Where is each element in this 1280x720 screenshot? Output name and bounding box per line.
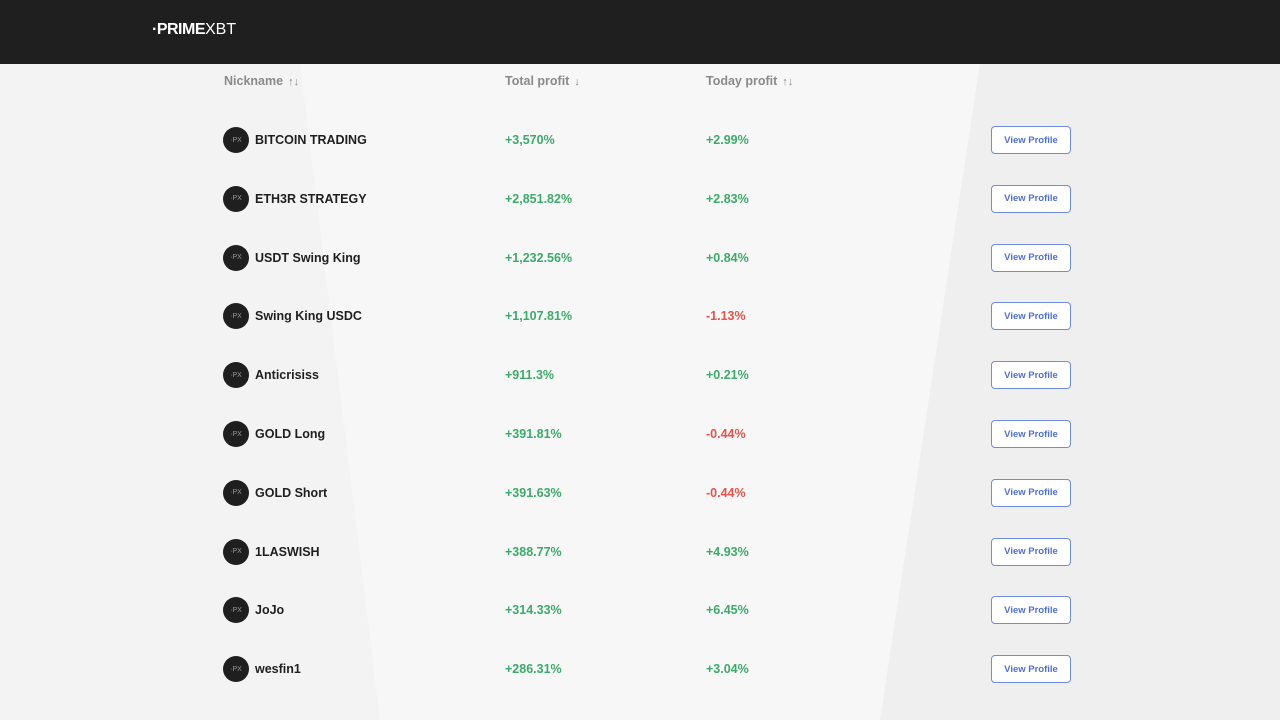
total-profit: +388.77% [505, 544, 562, 559]
avatar: ·PX [223, 185, 249, 212]
avatar: ·PX [223, 479, 249, 506]
trader-nickname: JoJo [255, 603, 285, 618]
avatar: ·PX [223, 127, 249, 153]
today-profit: -1.13% [706, 309, 746, 324]
today-profit: +0.21% [706, 368, 749, 383]
view-profile-button[interactable]: View Profile [991, 126, 1071, 154]
trader-nickname: GOLD Short [255, 485, 328, 500]
today-profit: +3.04% [706, 662, 749, 677]
view-profile-button[interactable]: View Profile [991, 420, 1071, 448]
total-profit: +391.63% [505, 485, 562, 500]
table-row: ·PX GOLD Short +391.63% -0.44% View Profile [0, 473, 1280, 513]
trader-nickname: wesfin1 [255, 662, 301, 677]
today-profit: +0.84% [706, 250, 749, 265]
sort-icon: ↑↓ [288, 76, 300, 88]
today-profit: +6.45% [706, 603, 749, 618]
view-profile-button[interactable]: View Profile [991, 537, 1071, 566]
sort-icon: ↑↓ [782, 76, 794, 88]
trader-nickname: ETH3R STRATEGY [255, 191, 367, 206]
trader-nickname: GOLD Long [255, 427, 326, 441]
avatar: ·PX [223, 656, 249, 683]
avatar: ·PX [223, 597, 249, 624]
avatar: ·PX [223, 244, 249, 271]
table-row: ·PX ETH3R STRATEGY +2,851.82% +2.83% View Pr… [0, 179, 1280, 219]
total-profit: +1,107.81% [505, 309, 573, 324]
trader-nickname: Swing King USDC [255, 309, 362, 324]
total-profit: +2,851.82% [505, 191, 573, 206]
total-profit: +3,570% [505, 133, 555, 147]
header-nickname[interactable]: Nickname ↑↓ [224, 74, 300, 88]
table-row: ·PX GOLD Long +391.81% -0.44% View Profile [0, 414, 1280, 454]
header-today-profit[interactable]: Today profit ↑↓ [706, 74, 794, 88]
today-profit: -0.44% [706, 427, 746, 441]
table-row: ·PX 1LASWISH +388.77% +4.93% View Profile [0, 532, 1280, 572]
today-profit: +2.83% [706, 191, 749, 206]
table-row: ·PX USDT Swing King +1,232.56% +0.84% View P… [0, 238, 1280, 278]
view-profile-button[interactable]: View Profile [991, 243, 1071, 272]
view-profile-button[interactable]: View Profile [991, 655, 1071, 684]
view-profile-button[interactable]: View Profile [991, 478, 1071, 507]
total-profit: +286.31% [505, 662, 562, 677]
avatar: ·PX [223, 303, 249, 330]
table-row: ·PX JoJo +314.33% +6.45% View Profile [0, 590, 1280, 630]
today-profit: +4.93% [706, 544, 749, 559]
trader-nickname: BITCOIN TRADING [255, 133, 367, 147]
table-row: ·PX Anticrisiss +911.3% +0.21% View Profile [0, 355, 1280, 395]
trader-nickname: Anticrisiss [255, 368, 319, 383]
table-row: ·PX BITCOIN TRADING +3,570% +2.99% View Prof… [0, 120, 1280, 160]
view-profile-button[interactable]: View Profile [991, 361, 1071, 390]
today-profit: +2.99% [706, 133, 749, 147]
trader-nickname: USDT Swing King [255, 250, 361, 265]
total-profit: +911.3% [505, 368, 555, 383]
table-row: ·PX wesfin1 +286.31% +3.04% View Profile [0, 649, 1280, 689]
total-profit: +1,232.56% [505, 250, 573, 265]
total-profit: +314.33% [505, 603, 562, 618]
top-bar: ·PRIMEXBT [0, 0, 1280, 64]
avatar: ·PX [223, 421, 249, 447]
avatar: ·PX [223, 538, 249, 565]
today-profit: -0.44% [706, 485, 746, 500]
view-profile-button[interactable]: View Profile [991, 302, 1071, 331]
trader-nickname: 1LASWISH [255, 544, 320, 559]
sort-desc-icon: ↓ [574, 76, 580, 88]
avatar: ·PX [223, 362, 249, 389]
table-row: ·PX Swing King USDC +1,107.81% -1.13% View P… [0, 296, 1280, 336]
total-profit: +391.81% [505, 427, 562, 441]
view-profile-button[interactable]: View Profile [991, 184, 1071, 213]
view-profile-button[interactable]: View Profile [991, 596, 1071, 625]
header-total-profit[interactable]: Total profit ↓ [505, 74, 580, 88]
primexbt-logo[interactable]: ·PRIMEXBT [152, 21, 237, 38]
